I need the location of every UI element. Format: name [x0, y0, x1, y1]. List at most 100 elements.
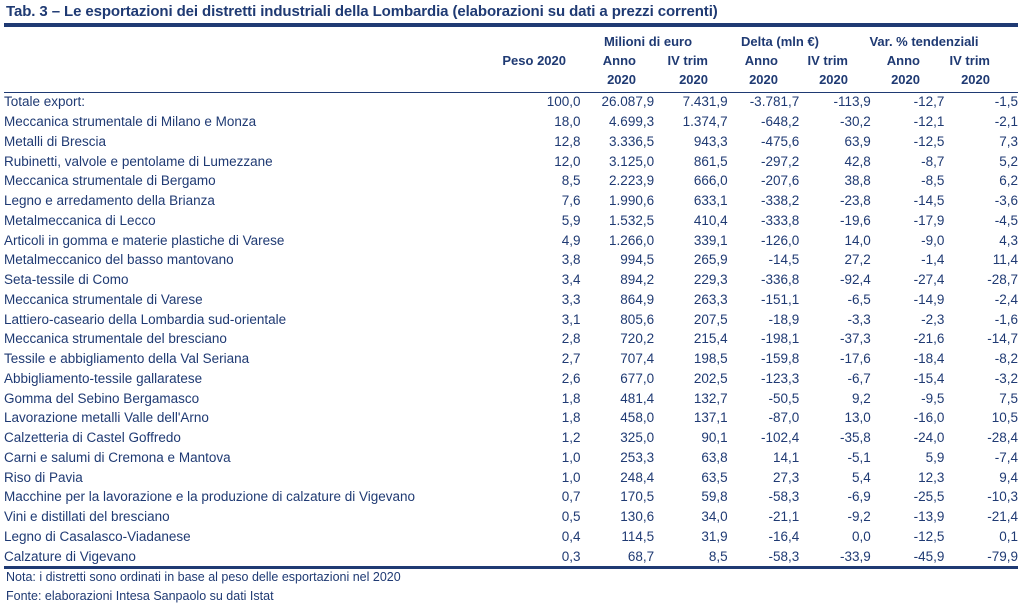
- district-name: Legno e arredamento della Brianza: [4, 193, 215, 209]
- delta-anno-cell: -87,0: [768, 410, 800, 426]
- district-name: Tessile e abbigliamento della Val Serian…: [4, 351, 250, 367]
- table-row: Metalli di Brescia 12,8 3.336,5 943,3 -475,6…: [4, 132, 1018, 152]
- district-name: Carni e salumi di Cremona e Mantova: [4, 449, 231, 465]
- delta-anno-cell: -58,3: [768, 548, 800, 564]
- var-anno-cell: -21,6: [913, 331, 945, 347]
- table-row: Legno di Casalasco-Viadanese 0,4 114,5 31,9…: [4, 527, 1018, 547]
- mil-anno-cell: 114,5: [621, 528, 655, 544]
- district-name: Metalmeccanica di Lecco: [4, 212, 156, 228]
- table-row: Carni e salumi di Cremona e Mantova 1,0 25…: [4, 448, 1018, 468]
- mil-ivtrim-cell: 265,9: [693, 252, 728, 268]
- table-row: Rubinetti, valvole e pentolame di Lumezz…: [4, 151, 1018, 171]
- var-anno-cell: 5,9: [925, 449, 945, 465]
- var-anno-cell: -25,5: [913, 489, 945, 505]
- peso-cell: 2,7: [561, 351, 581, 367]
- delta-anno-cell: -648,2: [760, 114, 800, 130]
- var-anno-cell: -18,4: [913, 351, 945, 367]
- mil-anno-cell: 1.266,0: [609, 232, 655, 248]
- var-ivtrim-cell: -10,3: [987, 489, 1018, 505]
- delta-anno-cell: -333,8: [760, 212, 800, 228]
- var-anno-cell: -12,7: [913, 94, 945, 110]
- peso-cell: 1,0: [561, 469, 581, 485]
- table-row: Macchine per la lavorazione e la produzi…: [4, 487, 1018, 507]
- district-name: Lavorazione metalli Valle dell'Arno: [4, 410, 209, 426]
- var-anno-cell: -1,4: [921, 252, 945, 268]
- peso-cell: 7,6: [561, 193, 581, 209]
- var-ivtrim-cell: -3,2: [994, 370, 1018, 386]
- mil-anno-cell: 707,4: [620, 351, 655, 367]
- header-delta-anno-year: 2020: [749, 72, 778, 87]
- mil-anno-cell: 2.223,9: [609, 173, 655, 189]
- table-bottom-rule: [4, 566, 1018, 569]
- district-name: Vini e distillati del bresciano: [4, 509, 170, 525]
- district-name: Meccanica strumentale del bresciano: [4, 331, 227, 347]
- delta-ivtrim-cell: -3,3: [847, 311, 871, 327]
- var-anno-cell: -8,5: [921, 173, 945, 189]
- mil-ivtrim-cell: 229,3: [693, 272, 728, 288]
- delta-ivtrim-cell: -113,9: [833, 94, 871, 110]
- peso-cell: 1,8: [561, 410, 581, 426]
- var-ivtrim-cell: -3,6: [994, 193, 1018, 209]
- peso-cell: 12,0: [554, 153, 581, 169]
- mil-ivtrim-cell: 861,5: [693, 153, 728, 169]
- peso-cell: 1,2: [561, 430, 581, 446]
- table-row: Vini e distillati del bresciano 0,5 130,6 3…: [4, 507, 1018, 527]
- header-peso: Peso 2020: [502, 53, 566, 68]
- var-ivtrim-cell: 4,3: [999, 232, 1018, 248]
- delta-ivtrim-cell: 63,9: [844, 133, 871, 149]
- source-text: Fonte: elaborazioni Intesa Sanpaolo su d…: [6, 589, 274, 603]
- header-delta-ivtrim: IV trim: [807, 53, 848, 68]
- delta-anno-cell: 14,1: [772, 449, 800, 465]
- header-var-ivtrim: IV trim: [949, 53, 990, 68]
- peso-cell: 3,1: [561, 311, 581, 327]
- district-name: Rubinetti, valvole e pentolame di Lumezz…: [4, 153, 273, 169]
- table-row: Meccanica strumentale del bresciano 2,8 72…: [4, 329, 1018, 349]
- mil-ivtrim-cell: 59,8: [701, 489, 728, 505]
- var-ivtrim-cell: -79,9: [987, 548, 1018, 564]
- district-name: Legno di Casalasco-Viadanese: [4, 528, 191, 544]
- mil-anno-cell: 720,2: [620, 331, 655, 347]
- mil-ivtrim-cell: 63,8: [701, 449, 728, 465]
- var-ivtrim-cell: 5,2: [999, 153, 1018, 169]
- delta-ivtrim-cell: -17,6: [840, 351, 871, 367]
- var-anno-cell: -12,1: [913, 114, 945, 130]
- var-ivtrim-cell: -2,4: [994, 291, 1018, 307]
- var-ivtrim-cell: 11,4: [992, 252, 1018, 268]
- var-ivtrim-cell: 7,5: [999, 390, 1018, 406]
- peso-cell: 3,8: [561, 252, 581, 268]
- total-row: Totale export: 100,0 26.087,9 7.431,9 -3.781…: [4, 92, 1018, 112]
- note-text: Nota: i distretti sono ordinati in base …: [6, 570, 401, 584]
- header-mil-ivtrim: IV trim: [667, 53, 708, 68]
- var-anno-cell: -9,5: [921, 390, 945, 406]
- var-anno-cell: -45,9: [913, 548, 945, 564]
- delta-ivtrim-cell: 38,8: [844, 173, 871, 189]
- mil-anno-cell: 253,3: [620, 449, 655, 465]
- var-ivtrim-cell: -7,4: [994, 449, 1018, 465]
- table-row: Abbigliamento-tessile gallaratese 2,6 677,…: [4, 369, 1018, 389]
- delta-anno-cell: -151,1: [760, 291, 800, 307]
- delta-anno-cell: -207,6: [760, 173, 800, 189]
- peso-cell: 0,3: [561, 548, 581, 564]
- var-anno-cell: -14,5: [913, 193, 945, 209]
- var-ivtrim-cell: -21,4: [987, 509, 1018, 525]
- table-row: Metalmeccanico del basso mantovano 3,8 994…: [4, 250, 1018, 270]
- delta-ivtrim-cell: -5,1: [847, 449, 871, 465]
- header-top-rule: [4, 23, 1018, 27]
- mil-anno-cell: 994,5: [620, 252, 655, 268]
- mil-ivtrim-cell: 8,5: [708, 548, 728, 564]
- delta-ivtrim-cell: -6,7: [847, 370, 871, 386]
- var-anno-cell: -17,9: [913, 212, 945, 228]
- var-anno-cell: -27,4: [913, 272, 945, 288]
- var-anno-cell: -16,0: [913, 410, 945, 426]
- mil-anno-cell: 864,9: [620, 291, 655, 307]
- mil-ivtrim-cell: 207,5: [693, 311, 728, 327]
- mil-ivtrim-cell: 666,0: [693, 173, 728, 189]
- var-ivtrim-cell: 6,2: [999, 173, 1018, 189]
- mil-ivtrim-cell: 633,1: [693, 193, 728, 209]
- header-var-anno: Anno: [886, 53, 920, 68]
- mil-ivtrim-cell: 132,7: [693, 390, 728, 406]
- delta-anno-cell: -21,1: [768, 509, 800, 525]
- mil-ivtrim-cell: 137,1: [693, 410, 728, 426]
- district-name: Calzature di Vigevano: [4, 548, 136, 564]
- header-delta-ivtrim-year: 2020: [819, 72, 848, 87]
